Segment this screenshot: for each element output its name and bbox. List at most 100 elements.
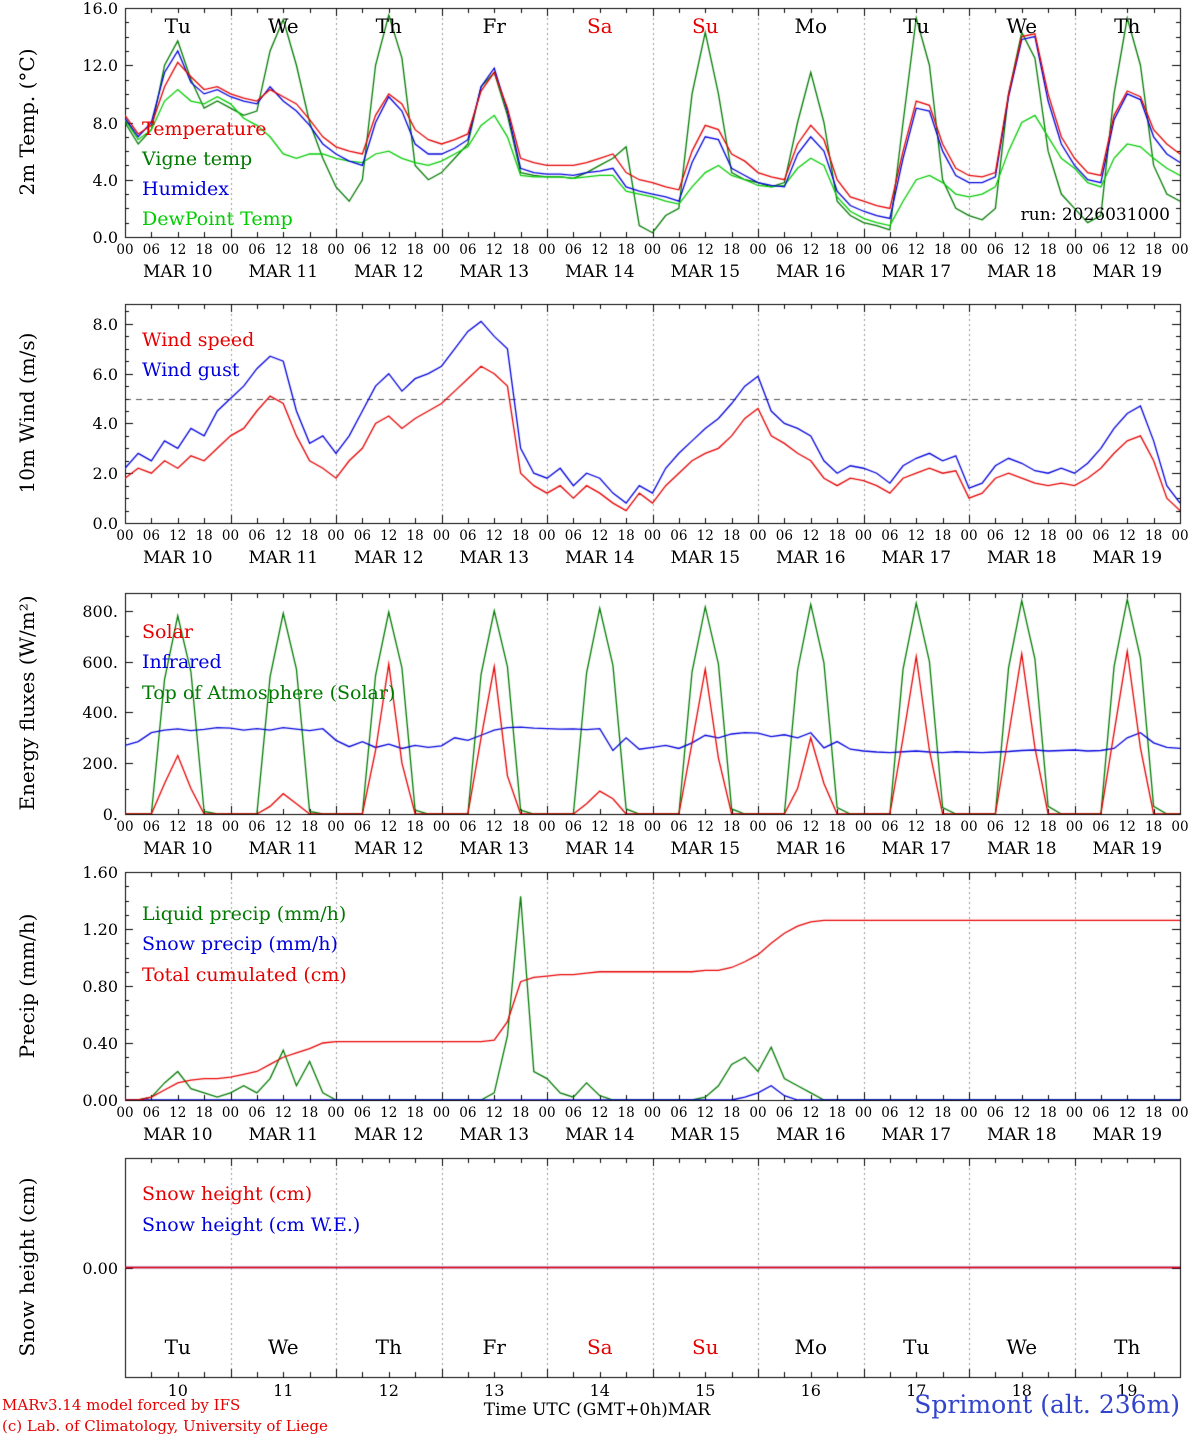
- date-number-label: 19: [1117, 1381, 1138, 1400]
- y-tick-label: 200.: [82, 754, 118, 774]
- x-day-tick-label: MAR 10: [142, 1125, 213, 1145]
- x-hour-tick-label: 18: [934, 819, 952, 835]
- x-hour-tick-label: 12: [1118, 1105, 1136, 1121]
- x-hour-tick-label: 00: [960, 242, 978, 258]
- x-hour-tick-label: 00: [116, 528, 134, 544]
- x-hour-tick-label: 12: [169, 819, 187, 835]
- x-day-tick-label: MAR 11: [248, 1125, 319, 1145]
- x-hour-tick-label: 18: [406, 528, 424, 544]
- x-day-tick-label: MAR 10: [142, 548, 213, 568]
- x-hour-tick-label: 00: [432, 242, 451, 258]
- x-hour-tick-label: 00: [116, 1105, 134, 1121]
- weekday-label: We: [267, 1335, 299, 1359]
- x-hour-tick-label: 00: [221, 819, 240, 835]
- x-hour-tick-label: 00: [327, 242, 345, 258]
- x-hour-tick-label: 12: [1013, 819, 1031, 835]
- x-hour-tick-label: 18: [406, 242, 424, 258]
- weekday-label: Fr: [482, 14, 506, 38]
- x-hour-tick-label: 12: [591, 528, 609, 544]
- x-hour-tick-label: 00: [749, 528, 767, 544]
- x-hour-tick-label: 00: [643, 242, 662, 258]
- x-hour-tick-label: 00: [1171, 1105, 1189, 1121]
- date-number-label: 13: [484, 1381, 505, 1400]
- x-hour-tick-label: 12: [485, 819, 503, 835]
- x-hour-tick-label: 18: [617, 242, 635, 258]
- x-hour-tick-label: 18: [723, 528, 741, 544]
- x-hour-tick-label: 18: [934, 242, 952, 258]
- x-hour-tick-label: 06: [1092, 1105, 1110, 1121]
- x-day-tick-label: MAR 17: [881, 548, 952, 568]
- x-hour-tick-label: 06: [459, 1105, 477, 1121]
- x-hour-tick-label: 00: [749, 819, 767, 835]
- date-number-label: 15: [695, 1381, 716, 1400]
- x-hour-tick-label: 18: [406, 1105, 424, 1121]
- x-day-tick-label: MAR 13: [459, 1125, 530, 1145]
- x-hour-tick-label: 06: [353, 528, 371, 544]
- x-day-tick-label: MAR 17: [881, 262, 952, 282]
- x-hour-tick-label: 12: [907, 528, 925, 544]
- x-hour-tick-label: 06: [986, 242, 1004, 258]
- x-hour-tick-label: 12: [591, 1105, 609, 1121]
- x-hour-tick-label: 12: [274, 528, 292, 544]
- x-hour-tick-label: 12: [380, 528, 398, 544]
- x-hour-tick-label: 00: [1065, 819, 1084, 835]
- y-tick-label: 4.0: [92, 414, 118, 434]
- x-day-tick-label: MAR 14: [564, 548, 635, 568]
- legend-dewpoint: DewPoint Temp: [142, 208, 293, 230]
- x-hour-tick-label: 06: [881, 528, 899, 544]
- weekday-label: Tu: [903, 14, 930, 38]
- y-tick-label: 12.0: [82, 56, 118, 76]
- x-day-tick-label: MAR 12: [353, 1125, 424, 1145]
- x-hour-tick-label: 18: [512, 528, 530, 544]
- x-day-tick-label: MAR 16: [775, 839, 846, 859]
- x-hour-tick-label: 06: [142, 528, 160, 544]
- legend-vigne-temp: Vigne temp: [142, 148, 253, 170]
- x-hour-tick-label: 12: [802, 242, 820, 258]
- x-day-tick-label: MAR 10: [142, 839, 213, 859]
- y-axis-title-energy-text: Energy fluxes (W/m²): [15, 595, 39, 811]
- x-hour-tick-label: 06: [986, 1105, 1004, 1121]
- x-day-tick-label: MAR 18: [986, 839, 1057, 859]
- x-hour-tick-label: 06: [775, 819, 793, 835]
- x-day-tick-label: MAR 19: [1092, 839, 1163, 859]
- x-day-tick-label: MAR 11: [248, 548, 319, 568]
- x-hour-tick-label: 12: [1118, 242, 1136, 258]
- x-hour-tick-label: 12: [485, 242, 503, 258]
- x-hour-tick-label: 18: [406, 819, 424, 835]
- x-hour-tick-label: 00: [432, 528, 451, 544]
- x-day-tick-label: MAR 14: [564, 1125, 635, 1145]
- y-tick-label: 1.60: [82, 863, 118, 882]
- weekday-label: We: [1006, 14, 1038, 38]
- y-tick-label: 0.00: [82, 1258, 118, 1278]
- x-hour-tick-label: 18: [512, 1105, 530, 1121]
- y-tick-label: 800.: [82, 601, 118, 621]
- x-hour-tick-label: 00: [854, 242, 873, 258]
- x-hour-tick-label: 18: [1039, 1105, 1057, 1121]
- y-tick-label: 600.: [82, 652, 118, 672]
- x-hour-tick-label: 12: [1118, 528, 1136, 544]
- x-hour-tick-label: 18: [301, 242, 319, 258]
- x-day-tick-label: MAR 13: [459, 262, 530, 282]
- x-hour-tick-label: 06: [881, 1105, 899, 1121]
- model-run-label: run: 2026031000: [1020, 205, 1170, 225]
- x-hour-tick-label: 12: [802, 528, 820, 544]
- x-hour-tick-label: 00: [327, 819, 345, 835]
- x-day-tick-label: MAR 10: [142, 262, 213, 282]
- x-hour-tick-label: 06: [670, 528, 688, 544]
- x-hour-tick-label: 06: [142, 1105, 160, 1121]
- x-hour-tick-label: 00: [960, 1105, 978, 1121]
- x-hour-tick-label: 12: [380, 242, 398, 258]
- y-tick-label: 0.40: [82, 1034, 118, 1053]
- x-hour-tick-label: 00: [538, 528, 556, 544]
- x-day-tick-label: MAR 14: [564, 839, 635, 859]
- y-tick-label: 400.: [82, 703, 118, 723]
- x-hour-tick-label: 12: [907, 1105, 925, 1121]
- x-hour-tick-label: 00: [643, 528, 662, 544]
- date-number-label: 18: [1011, 1381, 1032, 1400]
- x-hour-tick-label: 00: [538, 819, 556, 835]
- x-day-tick-label: MAR 19: [1092, 262, 1163, 282]
- x-hour-tick-label: 00: [221, 1105, 240, 1121]
- x-hour-tick-label: 06: [459, 819, 477, 835]
- x-hour-tick-label: 12: [802, 819, 820, 835]
